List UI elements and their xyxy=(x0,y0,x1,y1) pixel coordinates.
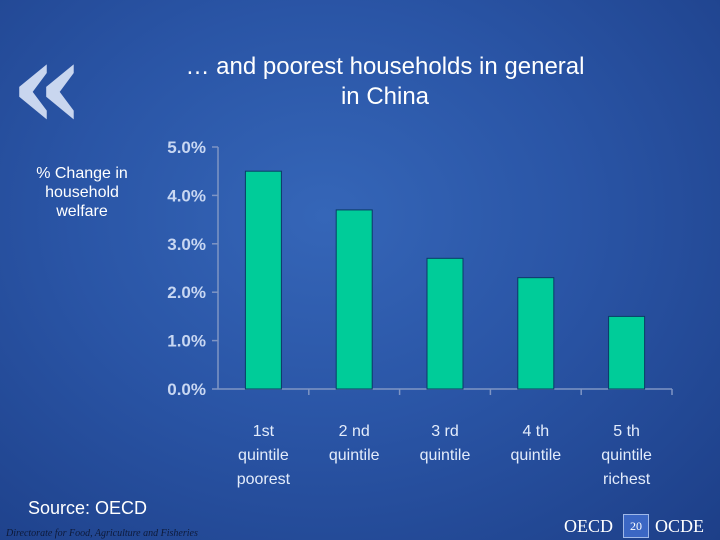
category-label: poorest xyxy=(237,471,291,488)
slide-title-line-1: … and poorest households in general xyxy=(185,53,585,80)
slide-title-line-2: in China xyxy=(340,83,430,110)
bar xyxy=(244,170,282,390)
oecd-logo: OECD 20 OCDE xyxy=(564,512,720,540)
category-label: 5 th xyxy=(613,423,640,440)
category-label: 2 nd xyxy=(339,423,370,440)
footer-directorate: Directorate for Food, Agriculture and Fi… xyxy=(6,528,198,539)
category-label: quintile xyxy=(238,447,289,464)
category-label: 1st xyxy=(253,423,275,440)
page-number: 20 xyxy=(623,514,649,538)
y-tick-label: 4.0% xyxy=(167,186,206,205)
y-tick-label: 3.0% xyxy=(167,235,206,254)
category-label: 3 rd xyxy=(431,423,459,440)
quote-mark-decoration: « xyxy=(10,15,85,156)
y-tick-label: 1.0% xyxy=(167,332,206,351)
slide-title: … and poorest households in general in C… xyxy=(100,52,670,112)
oecd-logo-left: OECD xyxy=(564,515,613,536)
y-axis-label-line-1: % Change in xyxy=(36,165,128,182)
source-note: Source: OECD xyxy=(28,498,148,518)
category-label: quintile xyxy=(510,447,561,464)
category-label: quintile xyxy=(329,447,380,464)
y-tick-label: 2.0% xyxy=(167,283,206,302)
oecd-logo-right: OCDE xyxy=(655,515,704,536)
category-label: richest xyxy=(603,471,651,488)
category-label: quintile xyxy=(420,447,471,464)
y-axis-label: % Change in household welfare xyxy=(22,164,142,221)
bar xyxy=(426,257,464,390)
y-axis-label-line-2: household xyxy=(45,184,119,201)
bar xyxy=(517,277,555,390)
y-tick-label: 5.0% xyxy=(167,138,206,157)
y-tick-label: 0.0% xyxy=(167,380,206,399)
bar xyxy=(335,209,373,390)
category-label: quintile xyxy=(601,447,652,464)
bar xyxy=(608,315,646,390)
category-label: 4 th xyxy=(522,423,549,440)
y-axis-label-line-3: welfare xyxy=(56,203,108,220)
